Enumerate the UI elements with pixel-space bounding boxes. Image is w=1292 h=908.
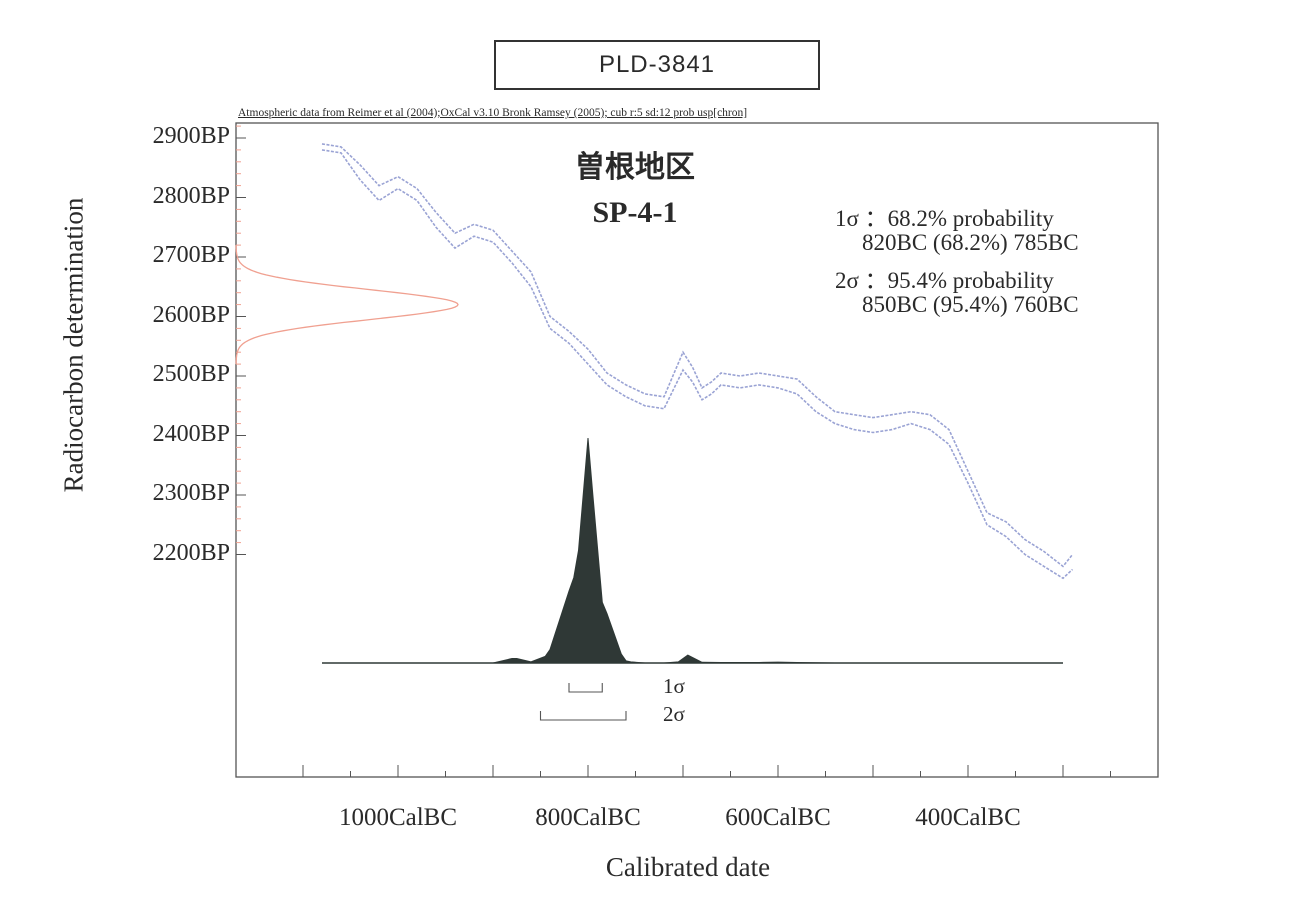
sample-id-title: SP-4-1	[592, 196, 678, 229]
x-tick-label: 1000CalBC	[338, 804, 458, 831]
sigma1-range: 820BC (68.2%) 785BC	[862, 230, 1079, 255]
calibration-curve-upper	[321, 143, 1074, 568]
posterior-distribution	[322, 437, 1063, 664]
sigma2-range: 850BC (95.4%) 760BC	[862, 292, 1079, 317]
header-note: Atmospheric data from Reimer et al (2004…	[238, 107, 748, 119]
sigma2-probability: 2σ ：95.4% probability	[835, 268, 1054, 293]
x-tick-label: 600CalBC	[725, 804, 831, 831]
y-tick-label: 2500BP	[152, 361, 230, 387]
calibration-curve-lower	[321, 149, 1074, 580]
sigma1-probability: 1σ ：68.2% probability	[835, 206, 1054, 231]
y-tick-label: 2800BP	[152, 182, 230, 209]
lab-code-box: PLD-3841	[494, 40, 820, 90]
range-label: 1σ	[663, 674, 685, 698]
y-tick-label: 2200BP	[152, 539, 230, 566]
sample-area-title: 曽根地区	[575, 151, 695, 184]
range-bracket-1sigma	[568, 683, 603, 693]
y-tick-label: 2600BP	[152, 301, 230, 328]
x-tick-label: 400CalBC	[915, 804, 1021, 831]
range-label: 2σ	[663, 702, 685, 726]
y-tick-label: 2300BP	[152, 480, 230, 506]
y-tick-label: 2700BP	[152, 242, 230, 268]
y-tick-label: 2900BP	[152, 123, 230, 149]
plot-frame	[235, 122, 1159, 778]
radiocarbon-distribution	[235, 245, 459, 365]
range-bracket-2sigma	[539, 711, 627, 721]
lab-code: PLD-3841	[598, 51, 716, 78]
x-axis-title: Calibrated date	[605, 852, 771, 882]
y-tick-label: 2400BP	[152, 420, 230, 447]
x-tick-label: 800CalBC	[535, 804, 641, 831]
